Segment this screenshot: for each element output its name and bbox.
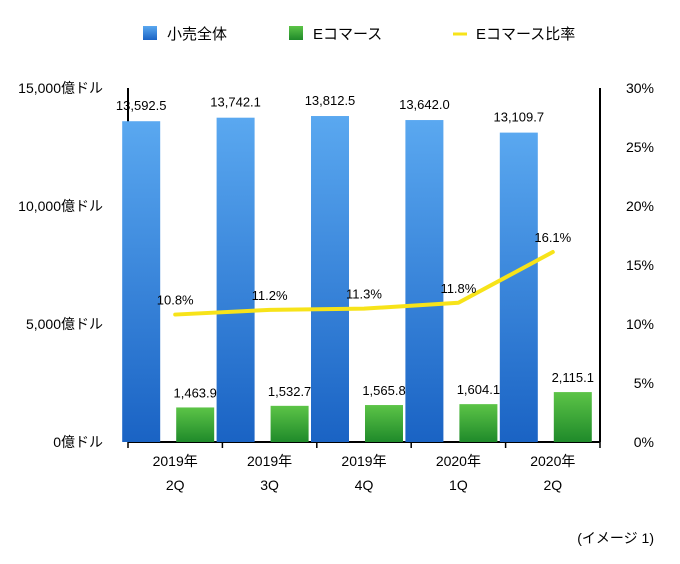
bar-retail-total xyxy=(405,120,444,442)
data-label-ecommerce: 1,532.7 xyxy=(268,384,311,399)
legend-label-retail: 小売全体 xyxy=(167,25,227,43)
caption: (イメージ 1) xyxy=(577,530,654,546)
bar-retail-total xyxy=(122,121,161,442)
x-tick-label-year: 2020年 xyxy=(530,453,575,469)
bar-retail-total xyxy=(499,132,538,442)
y-left-tick-label: 10,000億ドル xyxy=(18,198,103,214)
x-tick-label-quarter: 2Q xyxy=(543,477,562,493)
data-labels: 13,592.5 13,742.1 13,812.5 13,642.0 13,109.7… xyxy=(116,93,594,400)
bar-retail-total xyxy=(216,117,255,443)
bar-ecommerce xyxy=(459,404,498,442)
data-label-ecommerce-ratio: 11.2% xyxy=(252,288,288,303)
x-tick-label-year: 2020年 xyxy=(436,453,481,469)
x-tick-label-year: 2019年 xyxy=(247,453,292,469)
x-tick-label-year: 2019年 xyxy=(153,453,198,469)
data-label-retail-total: 13,592.5 xyxy=(116,98,167,113)
y-left-tick-label: 5,000億ドル xyxy=(26,316,103,332)
bar-ecommerce xyxy=(365,405,403,442)
bars xyxy=(122,116,592,443)
legend-label-ratio: Eコマース比率 xyxy=(476,26,575,43)
y-right-tick-label: 0% xyxy=(634,434,654,450)
y-right-tick-label: 30% xyxy=(626,80,654,96)
bar-ecommerce xyxy=(270,405,309,442)
ratio-line-path xyxy=(173,250,555,317)
legend: 小売全体 Eコマース Eコマース比率 xyxy=(143,25,575,43)
y-right-tick-label: 5% xyxy=(634,375,654,391)
x-tick-label-quarter: 3Q xyxy=(260,477,279,493)
y-left-tick-label: 15,000億ドル xyxy=(18,80,103,96)
bar-ecommerce xyxy=(553,392,592,442)
data-label-retail-total: 13,742.1 xyxy=(210,95,261,110)
data-label-ecommerce: 1,604.1 xyxy=(457,382,500,397)
y-right-tick-label: 25% xyxy=(626,139,654,155)
data-label-ecommerce-ratio: 16.1% xyxy=(534,230,571,245)
data-label-ecommerce: 1,463.9 xyxy=(174,385,217,400)
legend-swatch-retail xyxy=(143,26,157,40)
x-tick-label-quarter: 1Q xyxy=(449,477,468,493)
data-label-ecommerce: 2,115.1 xyxy=(552,370,594,385)
data-label-retail-total: 13,109.7 xyxy=(493,110,544,125)
data-label-ecommerce-ratio: 10.8% xyxy=(157,293,194,308)
x-tick-label-quarter: 2Q xyxy=(166,477,185,493)
y-right-tick-label: 15% xyxy=(626,257,654,273)
x-tick-label-quarter: 4Q xyxy=(355,477,374,493)
bar-ecommerce xyxy=(176,407,215,442)
axes: 0億ドル 5,000億ドル 10,000億ドル 15,000億ドル 0% 5% 10% 15%… xyxy=(18,80,654,493)
data-label-ecommerce-ratio: 11.3% xyxy=(346,287,382,302)
data-label-ecommerce-ratio: 11.8% xyxy=(440,281,476,296)
bar-retail-total xyxy=(311,116,349,443)
y-right-tick-label: 20% xyxy=(626,198,654,214)
legend-swatch-ecommerce xyxy=(289,26,303,40)
ratio-line xyxy=(173,250,555,317)
y-left-tick-label: 0億ドル xyxy=(53,434,103,450)
data-label-retail-total: 13,812.5 xyxy=(305,93,356,108)
data-label-retail-total: 13,642.0 xyxy=(399,97,450,112)
x-tick-label-year: 2019年 xyxy=(341,453,386,469)
y-right-tick-label: 10% xyxy=(626,316,654,332)
data-label-ecommerce: 1,565.8 xyxy=(362,383,405,398)
legend-label-ecommerce: Eコマース xyxy=(313,26,382,43)
